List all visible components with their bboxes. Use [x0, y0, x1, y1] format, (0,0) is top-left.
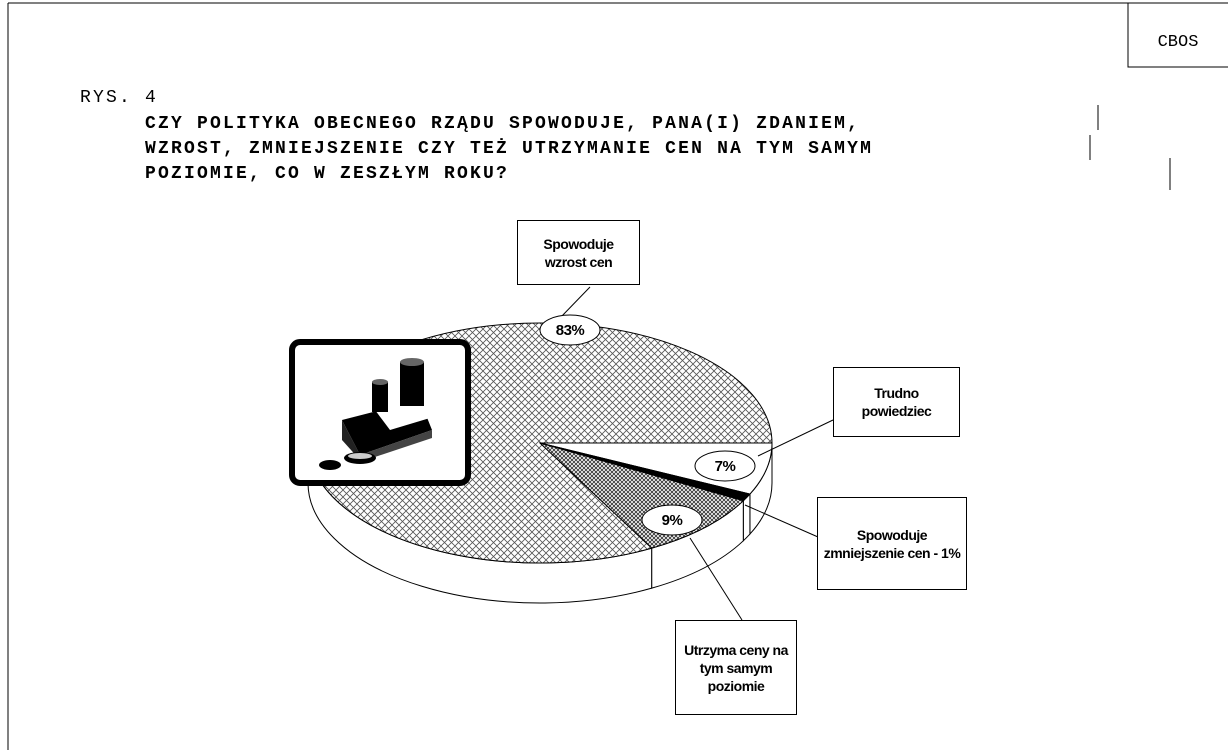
- category-label: Spowoduje zmniejszenie cen - 1%: [817, 497, 967, 590]
- leader-line: [744, 504, 819, 538]
- icon: [289, 339, 471, 486]
- leader-line: [757, 419, 834, 457]
- value-label-bg: [694, 450, 756, 482]
- leader-line: [689, 537, 743, 621]
- figure-number: RYS. 4: [80, 88, 158, 108]
- value-label-bg: [641, 504, 703, 536]
- pie-side: [742, 492, 751, 542]
- value-label: 9%: [662, 512, 683, 529]
- leader-lines: [559, 286, 834, 621]
- category-label: Trudno powiedziec: [833, 367, 960, 437]
- chart-title: POZIOMIE, CO W ZESZŁYM ROKU?: [145, 164, 509, 184]
- chart-title: CZY POLITYKA OBECNEGO RZĄDU SPOWODUJE, P…: [145, 114, 860, 134]
- category-label: Utrzyma ceny na tym samym poziomie: [675, 620, 797, 715]
- corner-label: CBOS: [1158, 33, 1199, 52]
- value-label-bg: [539, 314, 601, 346]
- category-label: Spowoduje wzrost cen: [517, 220, 640, 285]
- value-labels: 83% 7% 9%: [539, 314, 756, 536]
- chart-title: WZROST, ZMNIEJSZENIE CZY TEŻ UTRZYMANIE …: [145, 138, 873, 159]
- value-label: 83%: [556, 322, 585, 339]
- leader-line: [559, 286, 591, 319]
- value-label: 7%: [715, 458, 736, 475]
- corner-box: [1127, 3, 1228, 68]
